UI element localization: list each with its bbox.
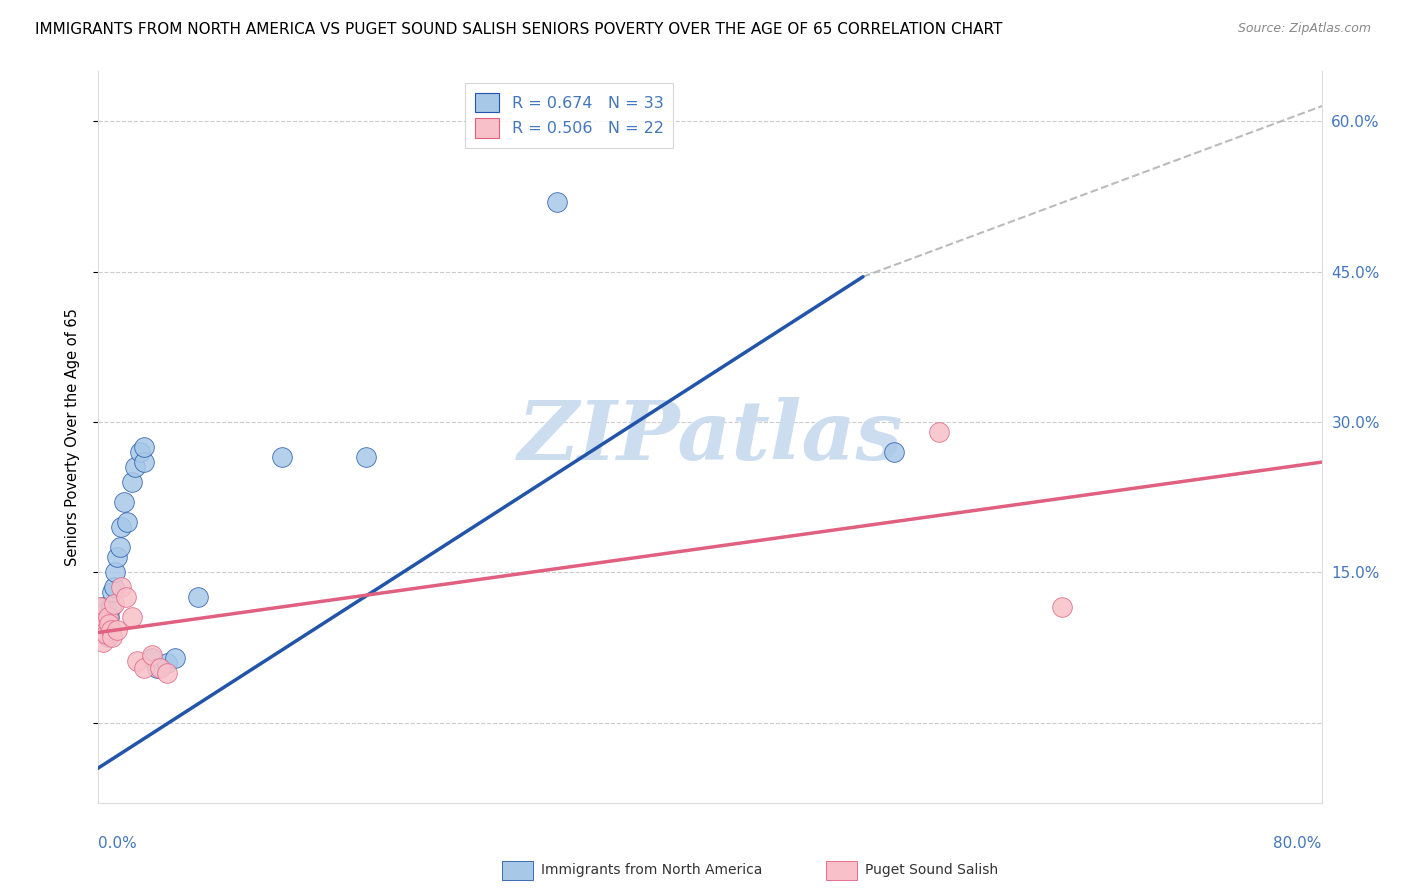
Point	[90, 620, 112, 634]
Point	[90, 607, 112, 622]
Point	[103, 580, 125, 594]
Point	[928, 425, 950, 439]
Text: IMMIGRANTS FROM NORTH AMERICA VS PUGET SOUND SALISH SENIORS POVERTY OVER THE AGE: IMMIGRANTS FROM NORTH AMERICA VS PUGET S…	[35, 22, 1002, 37]
Point	[1050, 600, 1073, 615]
Point	[101, 631, 124, 645]
FancyBboxPatch shape	[502, 862, 533, 880]
Point	[546, 194, 568, 209]
Point	[91, 635, 114, 649]
Y-axis label: Seniors Poverty Over the Age of 65: Seniors Poverty Over the Age of 65	[65, 308, 80, 566]
Point	[103, 598, 125, 612]
Point	[354, 450, 377, 464]
Point	[134, 440, 156, 454]
Point	[97, 610, 120, 624]
Point	[883, 445, 905, 459]
Point	[104, 566, 127, 580]
Text: 0.0%: 0.0%	[98, 836, 138, 851]
Text: ZIPatlas: ZIPatlas	[517, 397, 903, 477]
Point	[141, 650, 163, 665]
Point	[156, 656, 179, 670]
Point	[134, 660, 156, 674]
Point	[117, 515, 139, 529]
Legend: R = 0.674   N = 33, R = 0.506   N = 22: R = 0.674 N = 33, R = 0.506 N = 22	[465, 83, 673, 147]
Point	[156, 665, 179, 680]
Point	[187, 591, 209, 605]
Point	[89, 610, 111, 624]
Point	[145, 660, 167, 674]
Point	[108, 541, 131, 555]
Point	[124, 460, 146, 475]
Point	[89, 600, 111, 615]
Point	[105, 624, 128, 638]
Point	[105, 550, 128, 565]
Point	[128, 445, 150, 459]
Text: Source: ZipAtlas.com: Source: ZipAtlas.com	[1237, 22, 1371, 36]
Point	[125, 653, 148, 667]
Point	[121, 475, 143, 490]
Point	[98, 617, 121, 632]
Text: 80.0%: 80.0%	[1274, 836, 1322, 851]
Point	[110, 520, 132, 534]
Point	[163, 650, 186, 665]
Text: Puget Sound Salish: Puget Sound Salish	[865, 863, 998, 877]
Point	[90, 620, 112, 634]
Point	[100, 624, 122, 638]
Point	[98, 610, 121, 624]
Point	[141, 648, 163, 662]
Point	[93, 615, 115, 630]
Point	[94, 625, 117, 640]
Point	[91, 615, 114, 630]
FancyBboxPatch shape	[827, 862, 856, 880]
Point	[115, 591, 138, 605]
Point	[91, 600, 114, 615]
Point	[94, 627, 117, 641]
Point	[110, 580, 132, 594]
Text: Immigrants from North America: Immigrants from North America	[541, 863, 762, 877]
Point	[270, 450, 292, 464]
Point	[97, 631, 120, 645]
Point	[101, 585, 124, 599]
Point	[100, 600, 122, 615]
Point	[91, 617, 114, 632]
Point	[149, 660, 172, 674]
Point	[134, 455, 156, 469]
Point	[121, 610, 143, 624]
Point	[94, 620, 117, 634]
Point	[93, 625, 115, 640]
Point	[112, 495, 135, 509]
